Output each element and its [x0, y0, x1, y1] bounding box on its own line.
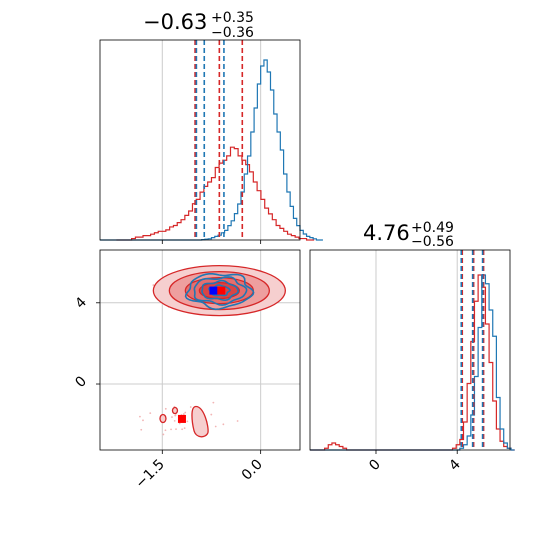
scatter-point: [182, 413, 185, 415]
title-p1-main: −0.63: [143, 10, 207, 34]
axes-frame: [309, 249, 511, 451]
scatter-point: [142, 419, 144, 422]
scatter-point: [173, 419, 176, 422]
contour-red-secondary: [171, 406, 179, 415]
scatter-point: [164, 407, 167, 410]
title-p2-main: 4.76: [363, 221, 410, 245]
p2-tick-label-bottom: 0: [366, 457, 384, 475]
scatter-point: [162, 433, 165, 436]
scatter-point: [175, 428, 177, 431]
scatter-point: [236, 420, 239, 422]
p1-tick-label: 0.0: [239, 457, 266, 484]
scatter-point: [171, 416, 173, 418]
scatter-point: [183, 427, 186, 430]
scatter-point: [212, 401, 215, 404]
axes-frame: [99, 249, 301, 451]
contour-blue: [193, 276, 248, 306]
scatter-point: [140, 428, 143, 431]
title-p1-sup: +0.35: [211, 10, 254, 26]
scatter-point: [178, 422, 181, 425]
marginal-p1-panel: [99, 39, 323, 244]
title-p1: −0.63 +0.35 −0.36: [143, 10, 254, 41]
title-p1-sub: −0.36: [211, 25, 254, 41]
axes-frame: [99, 39, 301, 241]
truth-marker: [217, 286, 226, 295]
contour-red-secondary: [159, 413, 167, 424]
p2-tick-label-left: 4: [72, 294, 90, 312]
scatter-point: [184, 411, 187, 414]
scatter-point: [214, 425, 217, 428]
p1-tick-label: −1.5: [132, 457, 167, 492]
p2-tick-label-bottom: 4: [446, 456, 464, 474]
title-p2-sup: +0.49: [411, 220, 454, 236]
truth-marker: [209, 286, 218, 295]
scatter-point: [186, 420, 189, 423]
scatter-point: [189, 406, 192, 408]
scatter-point: [174, 414, 177, 417]
contour-blue: [201, 279, 239, 302]
scatter-point: [149, 412, 152, 415]
truth-marker: [177, 414, 186, 423]
title-p2-sub: −0.56: [411, 234, 454, 250]
scatter-point: [210, 413, 213, 416]
scatter-point: [170, 428, 172, 431]
scatter-point: [152, 284, 155, 286]
contour-red-secondary: [191, 405, 209, 438]
title-p2: 4.76 +0.49 −0.56: [363, 220, 454, 250]
scatter-point: [222, 423, 225, 426]
p2-tick-label-left: 0: [72, 373, 90, 391]
scatter-point: [181, 428, 184, 431]
hist-red-p1: [116, 146, 315, 241]
scatter-point: [139, 415, 141, 418]
hist-blue-p1: [100, 59, 323, 241]
scatter-point: [164, 429, 167, 432]
joint-panel: [96, 249, 301, 454]
contour-blue: [184, 273, 255, 311]
marginal-p2-panel: [309, 249, 515, 454]
